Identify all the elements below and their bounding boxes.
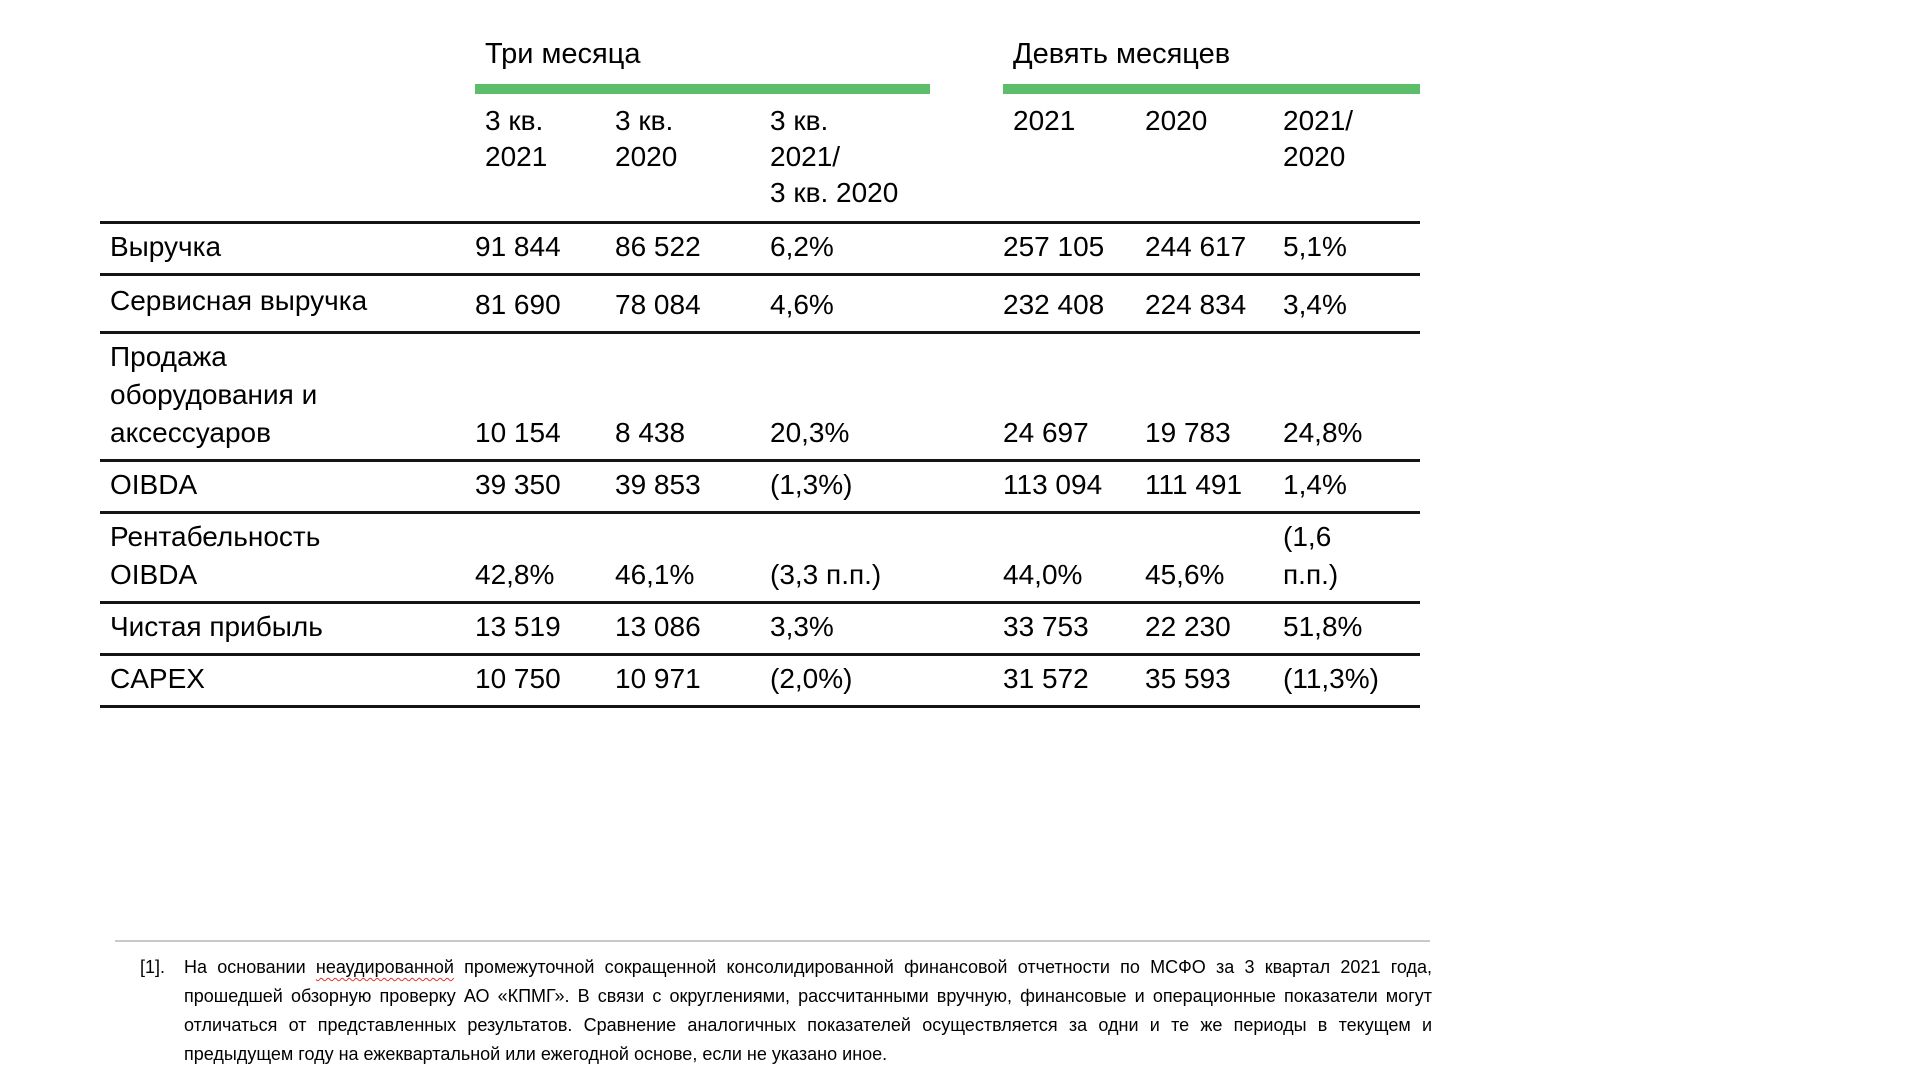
table-cell: 24,8% <box>1283 417 1363 448</box>
table-cell: 51,8% <box>1283 611 1363 642</box>
group-gap-cell <box>930 94 1003 223</box>
footnote-divider <box>115 940 1430 942</box>
corner-cell <box>100 38 475 94</box>
table-cell: 4,6% <box>770 289 834 320</box>
table-cell: 35 593 <box>1145 663 1231 694</box>
table-row-service-revenue: Сервисная выручка 81 690 78 084 4,6% 232… <box>100 274 1421 333</box>
group-gap-cell <box>930 603 1003 655</box>
table-cell: 39 853 <box>615 469 701 500</box>
table-cell: 19 783 <box>1145 417 1231 448</box>
table-cell: 10 750 <box>475 663 561 694</box>
table-cell: 45,6% <box>1145 559 1225 590</box>
footnote-text-before: На основании <box>184 957 316 977</box>
group-gap-cell <box>930 655 1003 707</box>
group-gap-cell <box>930 223 1003 275</box>
group-gap-cell <box>930 38 1003 94</box>
column-header-q3-2021: 3 кв. 2021 <box>485 105 548 172</box>
table-cell: 91 844 <box>475 231 561 262</box>
table-cell: 113 094 <box>1003 469 1103 500</box>
table-cell: (3,3 п.п.) <box>770 559 882 590</box>
group-gap-cell <box>930 513 1003 603</box>
table-cell: 3,3% <box>770 611 834 642</box>
period-group-title-three-months: Три месяца <box>485 38 641 70</box>
column-header-q3-2020: 3 кв. 2020 <box>615 105 678 172</box>
row-label: Продажа оборудования и аксессуаров <box>110 341 318 448</box>
table-cell: 8 438 <box>615 417 686 448</box>
green-underline-bar <box>475 84 931 94</box>
table-cell: 244 617 <box>1145 231 1247 262</box>
table-cell: 78 084 <box>615 289 701 320</box>
table-cell: 39 350 <box>475 469 561 500</box>
table-row-oibda-margin: Рентабельность OIBDA 42,8% 46,1% (3,3 п.… <box>100 512 1421 603</box>
table-row-revenue: Выручка 91 844 86 522 6,2% 257 105 244 6… <box>100 222 1421 275</box>
period-group-nine-months: Девять месяцев <box>1003 38 1421 94</box>
table-cell: 257 105 <box>1003 231 1105 262</box>
corner-cell <box>100 94 475 223</box>
misspelled-word: неаудированной <box>315 957 454 977</box>
table-cell: 1,4% <box>1283 469 1347 500</box>
table-cell: 81 690 <box>475 289 561 320</box>
table-cell: 224 834 <box>1145 289 1247 320</box>
period-group-three-months: Три месяца <box>475 38 931 94</box>
period-group-title-nine-months: Девять месяцев <box>1013 38 1231 70</box>
table-cell: (2,0%) <box>770 663 853 694</box>
table-row-oibda: OIBDA 39 350 39 853 (1,3%) 113 094 111 4… <box>100 460 1421 513</box>
table-cell: 20,3% <box>770 417 850 448</box>
group-gap-cell <box>930 275 1003 333</box>
table-cell: 10 971 <box>615 663 701 694</box>
table-cell: 46,1% <box>615 559 695 590</box>
table-cell: 42,8% <box>475 559 555 590</box>
row-label: CAPEX <box>110 663 205 694</box>
table-cell: 111 491 <box>1145 469 1243 500</box>
table-cell: 6,2% <box>770 231 834 262</box>
table-cell: (1,3%) <box>770 469 853 500</box>
table-cell: (11,3%) <box>1283 663 1379 694</box>
green-underline-bar <box>1003 84 1421 94</box>
table-cell: 13 519 <box>475 611 561 642</box>
footnote-text: На основании неаудированной промежуточно… <box>184 953 1432 1069</box>
row-label: Чистая прибыль <box>110 611 323 642</box>
footnote-text-after: промежуточной сокращенной консолидирован… <box>184 957 1432 1064</box>
footnote-marker: [1]. <box>140 957 166 977</box>
table-cell: (1,6 п.п.) <box>1283 521 1339 590</box>
footnote: [1]. На основании неаудированной промежу… <box>140 953 1432 1069</box>
row-label: Сервисная выручка <box>110 285 368 316</box>
column-header-9m-2020: 2020 <box>1145 105 1208 136</box>
table-row-equipment-sales: Продажа оборудования и аксессуаров 10 15… <box>100 332 1421 461</box>
table-cell: 86 522 <box>615 231 701 262</box>
table-cell: 13 086 <box>615 611 701 642</box>
table-cell: 232 408 <box>1003 289 1105 320</box>
group-gap-cell <box>930 333 1003 461</box>
table-cell: 33 753 <box>1003 611 1089 642</box>
table-row-capex: CAPEX 10 750 10 971 (2,0%) 31 572 35 593… <box>100 654 1421 707</box>
table-cell: 10 154 <box>475 417 561 448</box>
group-header-row: Три месяца Девять месяцев <box>100 38 1421 94</box>
row-label: Выручка <box>110 231 222 262</box>
table-cell: 3,4% <box>1283 289 1347 320</box>
table-cell: 24 697 <box>1003 417 1089 448</box>
column-header-row: 3 кв. 2021 3 кв. 2020 3 кв. 2021/ 3 кв. … <box>100 94 1420 223</box>
table-cell: 31 572 <box>1003 663 1089 694</box>
financial-results-table: Три месяца Девять месяцев 3 кв. 2021 3 к… <box>100 38 1421 708</box>
table-row-net-profit: Чистая прибыль 13 519 13 086 3,3% 33 753… <box>100 602 1421 655</box>
group-gap-cell <box>930 461 1003 513</box>
table-cell: 22 230 <box>1145 611 1231 642</box>
table-cell: 5,1% <box>1283 231 1347 262</box>
table-cell: 44,0% <box>1003 559 1083 590</box>
column-header-q3-change: 3 кв. 2021/ 3 кв. 2020 <box>770 105 899 208</box>
column-header-9m-2021: 2021 <box>1013 105 1076 136</box>
row-label: OIBDA <box>110 469 198 500</box>
column-header-9m-change: 2021/ 2020 <box>1283 105 1354 172</box>
row-label: Рентабельность OIBDA <box>110 521 321 590</box>
